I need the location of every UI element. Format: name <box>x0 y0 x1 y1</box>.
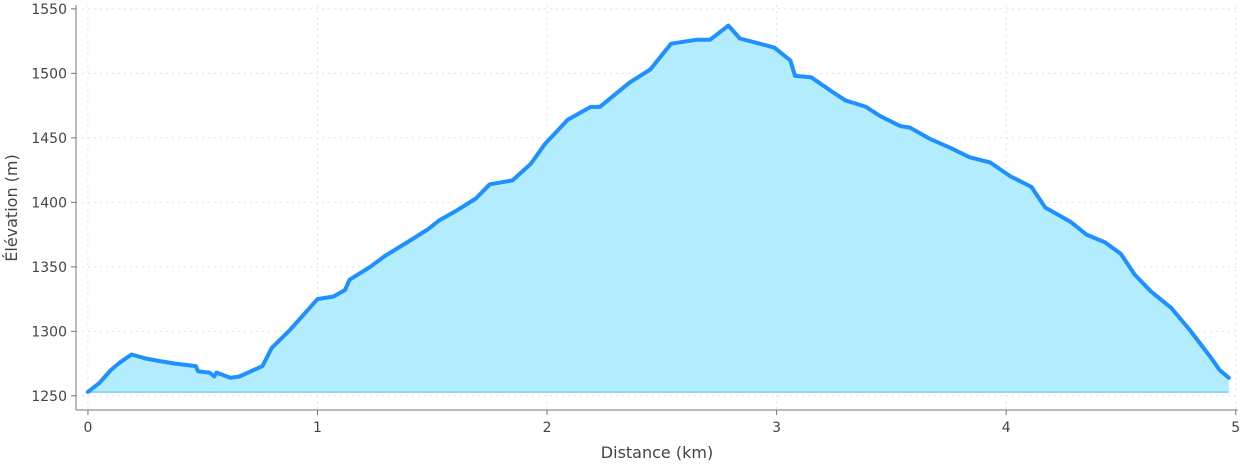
y-tick-label: 1350 <box>31 260 67 276</box>
elevation-area-fill <box>87 25 1229 392</box>
x-tick-label: 4 <box>1002 420 1011 436</box>
y-tick-label: 1550 <box>31 2 67 18</box>
ticks: 0 1 2 3 4 5 1250 1300 1350 1400 1450 1500 1550 <box>31 2 1240 436</box>
y-tick-label: 1250 <box>31 389 67 405</box>
y-tick-label: 1400 <box>31 195 67 211</box>
x-axis-label: Distance (km) <box>601 443 713 462</box>
x-tick-label: 0 <box>83 420 92 436</box>
y-tick-label: 1300 <box>31 324 67 340</box>
x-tick-label: 2 <box>543 420 552 436</box>
x-tick-label: 5 <box>1231 420 1240 436</box>
x-tick-label: 1 <box>313 420 322 436</box>
y-tick-label: 1450 <box>31 131 67 147</box>
elevation-line <box>85 23 1231 394</box>
y-axis-label: Élévation (m) <box>2 154 21 261</box>
y-tick-label: 1500 <box>31 66 67 82</box>
x-tick-label: 3 <box>772 420 781 436</box>
